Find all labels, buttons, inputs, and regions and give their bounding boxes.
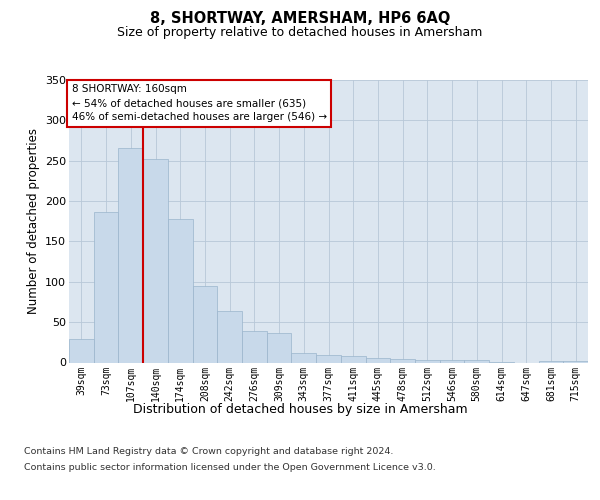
Bar — [415, 360, 440, 362]
Bar — [69, 339, 94, 362]
Bar — [464, 360, 489, 362]
Text: 8 SHORTWAY: 160sqm
← 54% of detached houses are smaller (635)
46% of semi-detach: 8 SHORTWAY: 160sqm ← 54% of detached hou… — [71, 84, 327, 122]
Bar — [168, 219, 193, 362]
Text: Contains HM Land Registry data © Crown copyright and database right 2024.: Contains HM Land Registry data © Crown c… — [24, 448, 394, 456]
Text: Size of property relative to detached houses in Amersham: Size of property relative to detached ho… — [118, 26, 482, 39]
Text: 8, SHORTWAY, AMERSHAM, HP6 6AQ: 8, SHORTWAY, AMERSHAM, HP6 6AQ — [150, 11, 450, 26]
Bar — [267, 332, 292, 362]
Y-axis label: Number of detached properties: Number of detached properties — [26, 128, 40, 314]
Bar — [316, 355, 341, 362]
Bar — [292, 353, 316, 362]
Bar — [440, 360, 464, 362]
Bar — [539, 361, 563, 362]
Bar — [217, 311, 242, 362]
Bar — [242, 331, 267, 362]
Text: Contains public sector information licensed under the Open Government Licence v3: Contains public sector information licen… — [24, 462, 436, 471]
Bar — [118, 148, 143, 362]
Bar — [563, 361, 588, 362]
Bar — [94, 212, 118, 362]
Text: Distribution of detached houses by size in Amersham: Distribution of detached houses by size … — [133, 402, 467, 415]
Bar — [143, 159, 168, 362]
Bar — [341, 356, 365, 362]
Bar — [365, 358, 390, 362]
Bar — [193, 286, 217, 362]
Bar — [390, 360, 415, 362]
